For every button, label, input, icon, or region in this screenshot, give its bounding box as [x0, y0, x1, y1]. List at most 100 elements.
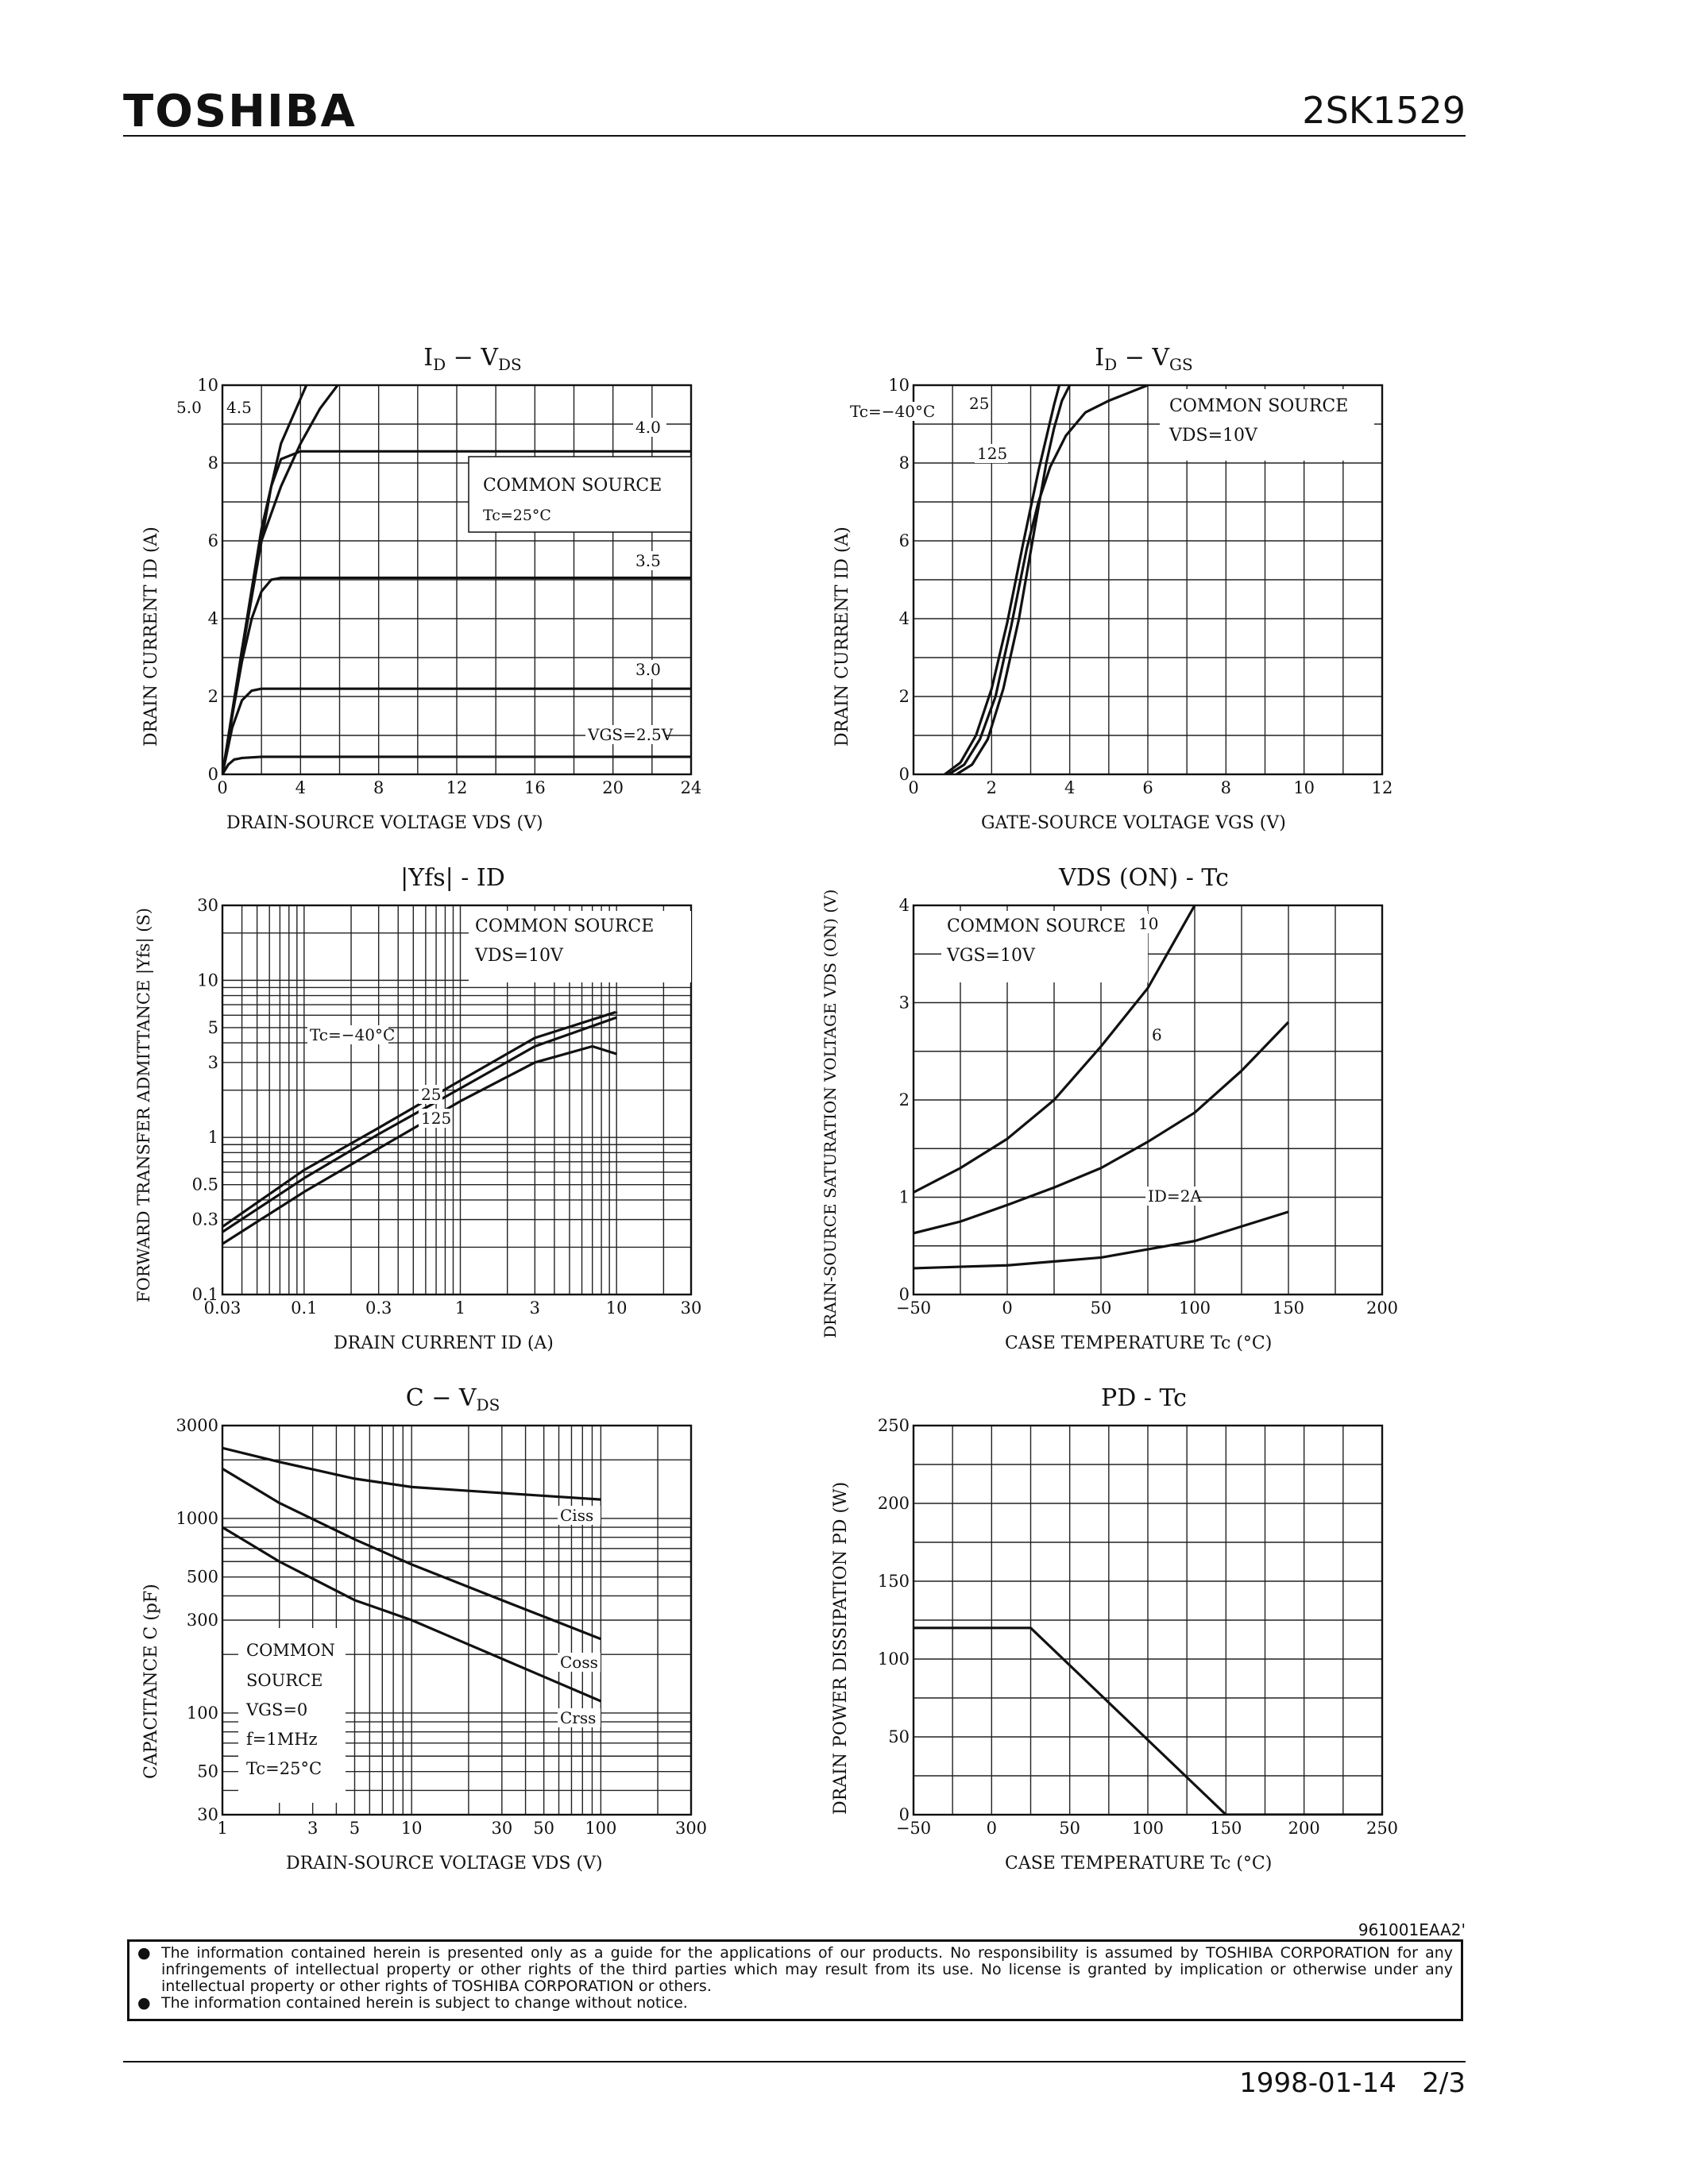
- chart-grid: [912, 1424, 1384, 1816]
- footer-page: 2/3: [1422, 2067, 1466, 2099]
- x-tick-label: 0: [1002, 1298, 1012, 1318]
- x-tick-label: 1: [455, 1298, 465, 1318]
- y-tick-label: 1: [208, 1128, 218, 1147]
- y-tick-label: 200: [878, 1494, 910, 1513]
- chart-id-vgs: ID − VGS 0 2 4 6 8 10 12 0 2 4 6 8 10 COMMON SOURCE …: [832, 344, 1393, 833]
- x-tick-label: 12: [446, 778, 468, 797]
- series-label: Coss: [560, 1653, 598, 1672]
- x-tick-label: −50: [896, 1819, 931, 1838]
- series-line: [222, 687, 691, 774]
- x-tick-label: 0: [908, 778, 918, 797]
- chart-annotation-box: COMMON SOURCE Tc=25°C: [468, 456, 692, 533]
- x-tick-label: 50: [1091, 1298, 1112, 1318]
- x-tick-label: 30: [681, 1298, 702, 1318]
- y-axis-label: DRAIN POWER DISSIPATION PD (W): [831, 1482, 851, 1815]
- y-tick-label: 0: [899, 1285, 910, 1304]
- series-label: Ciss: [560, 1506, 593, 1525]
- y-tick-label: 30: [197, 1805, 218, 1824]
- y-tick-label: 100: [878, 1650, 910, 1669]
- series-label-bg: [307, 1025, 388, 1044]
- footer: 1998-01-14 2/3: [1239, 2067, 1466, 2099]
- y-tick-label: 300: [187, 1611, 218, 1630]
- annotation-line: f=1MHz: [246, 1730, 318, 1749]
- x-tick-label: 150: [1210, 1819, 1242, 1838]
- y-tick-label: 1000: [176, 1509, 218, 1528]
- footer-date: 1998-01-14: [1239, 2067, 1396, 2099]
- y-axis-label: DRAIN CURRENT ID (A): [832, 527, 852, 747]
- x-tick-label: 200: [1366, 1298, 1398, 1318]
- y-tick-label: 5: [208, 1018, 218, 1037]
- y-tick-label: 50: [197, 1762, 218, 1781]
- series-label: ID=2A: [1148, 1187, 1202, 1206]
- chart-grid: [912, 384, 1384, 776]
- series-line: [222, 450, 691, 774]
- series-line: [914, 1210, 1289, 1270]
- x-tick-label: 0.03: [204, 1298, 241, 1318]
- annotation-line: VGS=10V: [946, 946, 1036, 966]
- series-label: 4.5: [226, 398, 252, 417]
- y-tick-label: 4: [208, 609, 218, 628]
- x-tick-label: 0: [987, 1819, 997, 1838]
- y-tick-label: 4: [899, 609, 910, 628]
- bullet-icon: ●: [137, 1944, 151, 1962]
- footer-rule: [123, 2061, 1466, 2062]
- series-line: [222, 755, 691, 774]
- series-label-bg: [419, 1085, 442, 1104]
- header-rule: [123, 135, 1466, 137]
- y-tick-label: 3000: [176, 1416, 218, 1435]
- y-tick-label: 0.1: [192, 1285, 218, 1304]
- x-axis-label: GATE-SOURCE VOLTAGE VGS (V): [981, 813, 1286, 833]
- y-tick-label: 10: [888, 376, 910, 395]
- series-label-bg: [585, 725, 666, 744]
- x-tick-label: 250: [1366, 1819, 1398, 1838]
- y-tick-label: 0.3: [192, 1210, 218, 1229]
- series-label-bg: [633, 418, 666, 437]
- x-axis-label: CASE TEMPERATURE Tc (°C): [1005, 1333, 1272, 1353]
- series-line: [222, 1044, 617, 1245]
- series-line: [948, 385, 1149, 774]
- y-tick-label: 0.5: [192, 1175, 218, 1194]
- series-label: 25: [421, 1085, 441, 1104]
- y-tick-label: 3: [208, 1053, 218, 1072]
- y-tick-label: 2: [899, 1090, 910, 1109]
- x-tick-label: 30: [491, 1819, 512, 1838]
- series-label-bg: [224, 398, 257, 417]
- series-label: 5.0: [176, 398, 202, 417]
- x-tick-label: 100: [1179, 1298, 1211, 1318]
- x-tick-label: 200: [1288, 1819, 1320, 1838]
- series-line: [914, 905, 1196, 1194]
- y-axis-label: DRAIN-SOURCE SATURATION VOLTAGE VDS (ON)…: [821, 889, 840, 1338]
- x-tick-label: 2: [987, 778, 997, 797]
- disclaimer-notice: ● The information contained herein is pre…: [127, 1939, 1463, 2021]
- series-label: 4.0: [635, 418, 661, 437]
- annotation-line: COMMON SOURCE: [475, 916, 654, 936]
- brand-logo: TOSHIBA: [123, 86, 357, 137]
- y-tick-label: 0: [899, 1805, 910, 1824]
- x-tick-label: 10: [401, 1819, 423, 1838]
- series-label-bg: [558, 1653, 601, 1672]
- x-tick-label: 3: [530, 1298, 540, 1318]
- x-tick-label: 5: [350, 1819, 360, 1838]
- series-label: Tc=−40°C: [310, 1025, 395, 1044]
- y-tick-label: 50: [888, 1727, 910, 1746]
- series-line: [944, 385, 1061, 774]
- y-tick-label: 100: [187, 1704, 218, 1723]
- series-line: [914, 1021, 1290, 1235]
- annotation-line: VDS=10V: [1168, 426, 1258, 446]
- chart-annotation-box: COMMON SOURCE VDS=10V: [1160, 389, 1374, 461]
- plot-frame: [221, 1424, 693, 1816]
- series-label: 10: [1138, 914, 1158, 933]
- y-tick-label: 3: [899, 994, 910, 1013]
- x-tick-label: 10: [1293, 778, 1315, 797]
- chart-c-vds: C − VDS 1 3 5 10 30 50 100 300 30 50 100 300 500 1000…: [141, 1384, 707, 1873]
- series-label: 125: [977, 444, 1007, 463]
- x-tick-label: 8: [1221, 778, 1231, 797]
- chart-title: |Yfs| - ID: [400, 864, 505, 892]
- series-label-bg: [174, 398, 207, 417]
- y-tick-label: 8: [899, 453, 910, 473]
- x-tick-label: 50: [1059, 1819, 1080, 1838]
- series-label: Crss: [560, 1708, 596, 1727]
- y-tick-label: 2: [899, 687, 910, 706]
- y-tick-label: 250: [878, 1416, 910, 1435]
- x-tick-label: 0: [217, 778, 227, 797]
